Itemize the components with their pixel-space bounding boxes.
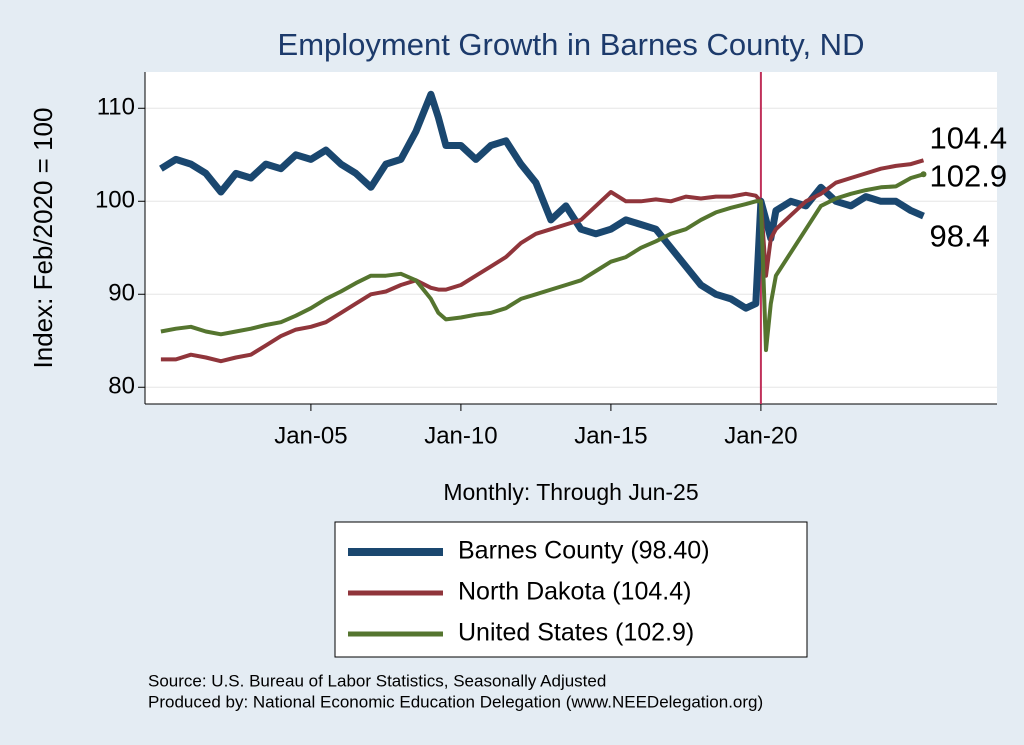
x-tick-label: Jan-15 (574, 422, 647, 449)
plot-area (145, 72, 997, 404)
x-tick-label: Jan-10 (424, 422, 497, 449)
y-tick-label: 90 (108, 280, 135, 307)
series-line (160, 158, 925, 364)
y-tick-label: 100 (95, 187, 135, 214)
end-label: 104.4 (930, 121, 1008, 156)
source-note: Source: U.S. Bureau of Labor Statistics,… (148, 671, 606, 690)
series-line (159, 90, 925, 312)
y-axis-label: Index: Feb/2020 = 100 (28, 108, 58, 369)
x-tick-label: Jan-05 (274, 422, 347, 449)
legend-label: Barnes County (98.40) (458, 537, 710, 565)
legend-label: North Dakota (104.4) (458, 578, 691, 606)
y-tick-label: 110 (97, 94, 135, 121)
end-label: 102.9 (930, 158, 1008, 193)
legend-label: United States (102.9) (458, 619, 694, 647)
chart-title: Employment Growth in Barnes County, ND (278, 27, 865, 62)
y-tick-label: 80 (108, 373, 135, 400)
x-tick-label: Jan-20 (724, 422, 797, 449)
end-dot (920, 171, 927, 178)
series-line (160, 172, 925, 353)
x-axis-label: Monthly: Through Jun-25 (443, 479, 698, 505)
end-label: 98.4 (930, 218, 990, 253)
produced-note: Produced by: National Economic Education… (148, 692, 763, 711)
